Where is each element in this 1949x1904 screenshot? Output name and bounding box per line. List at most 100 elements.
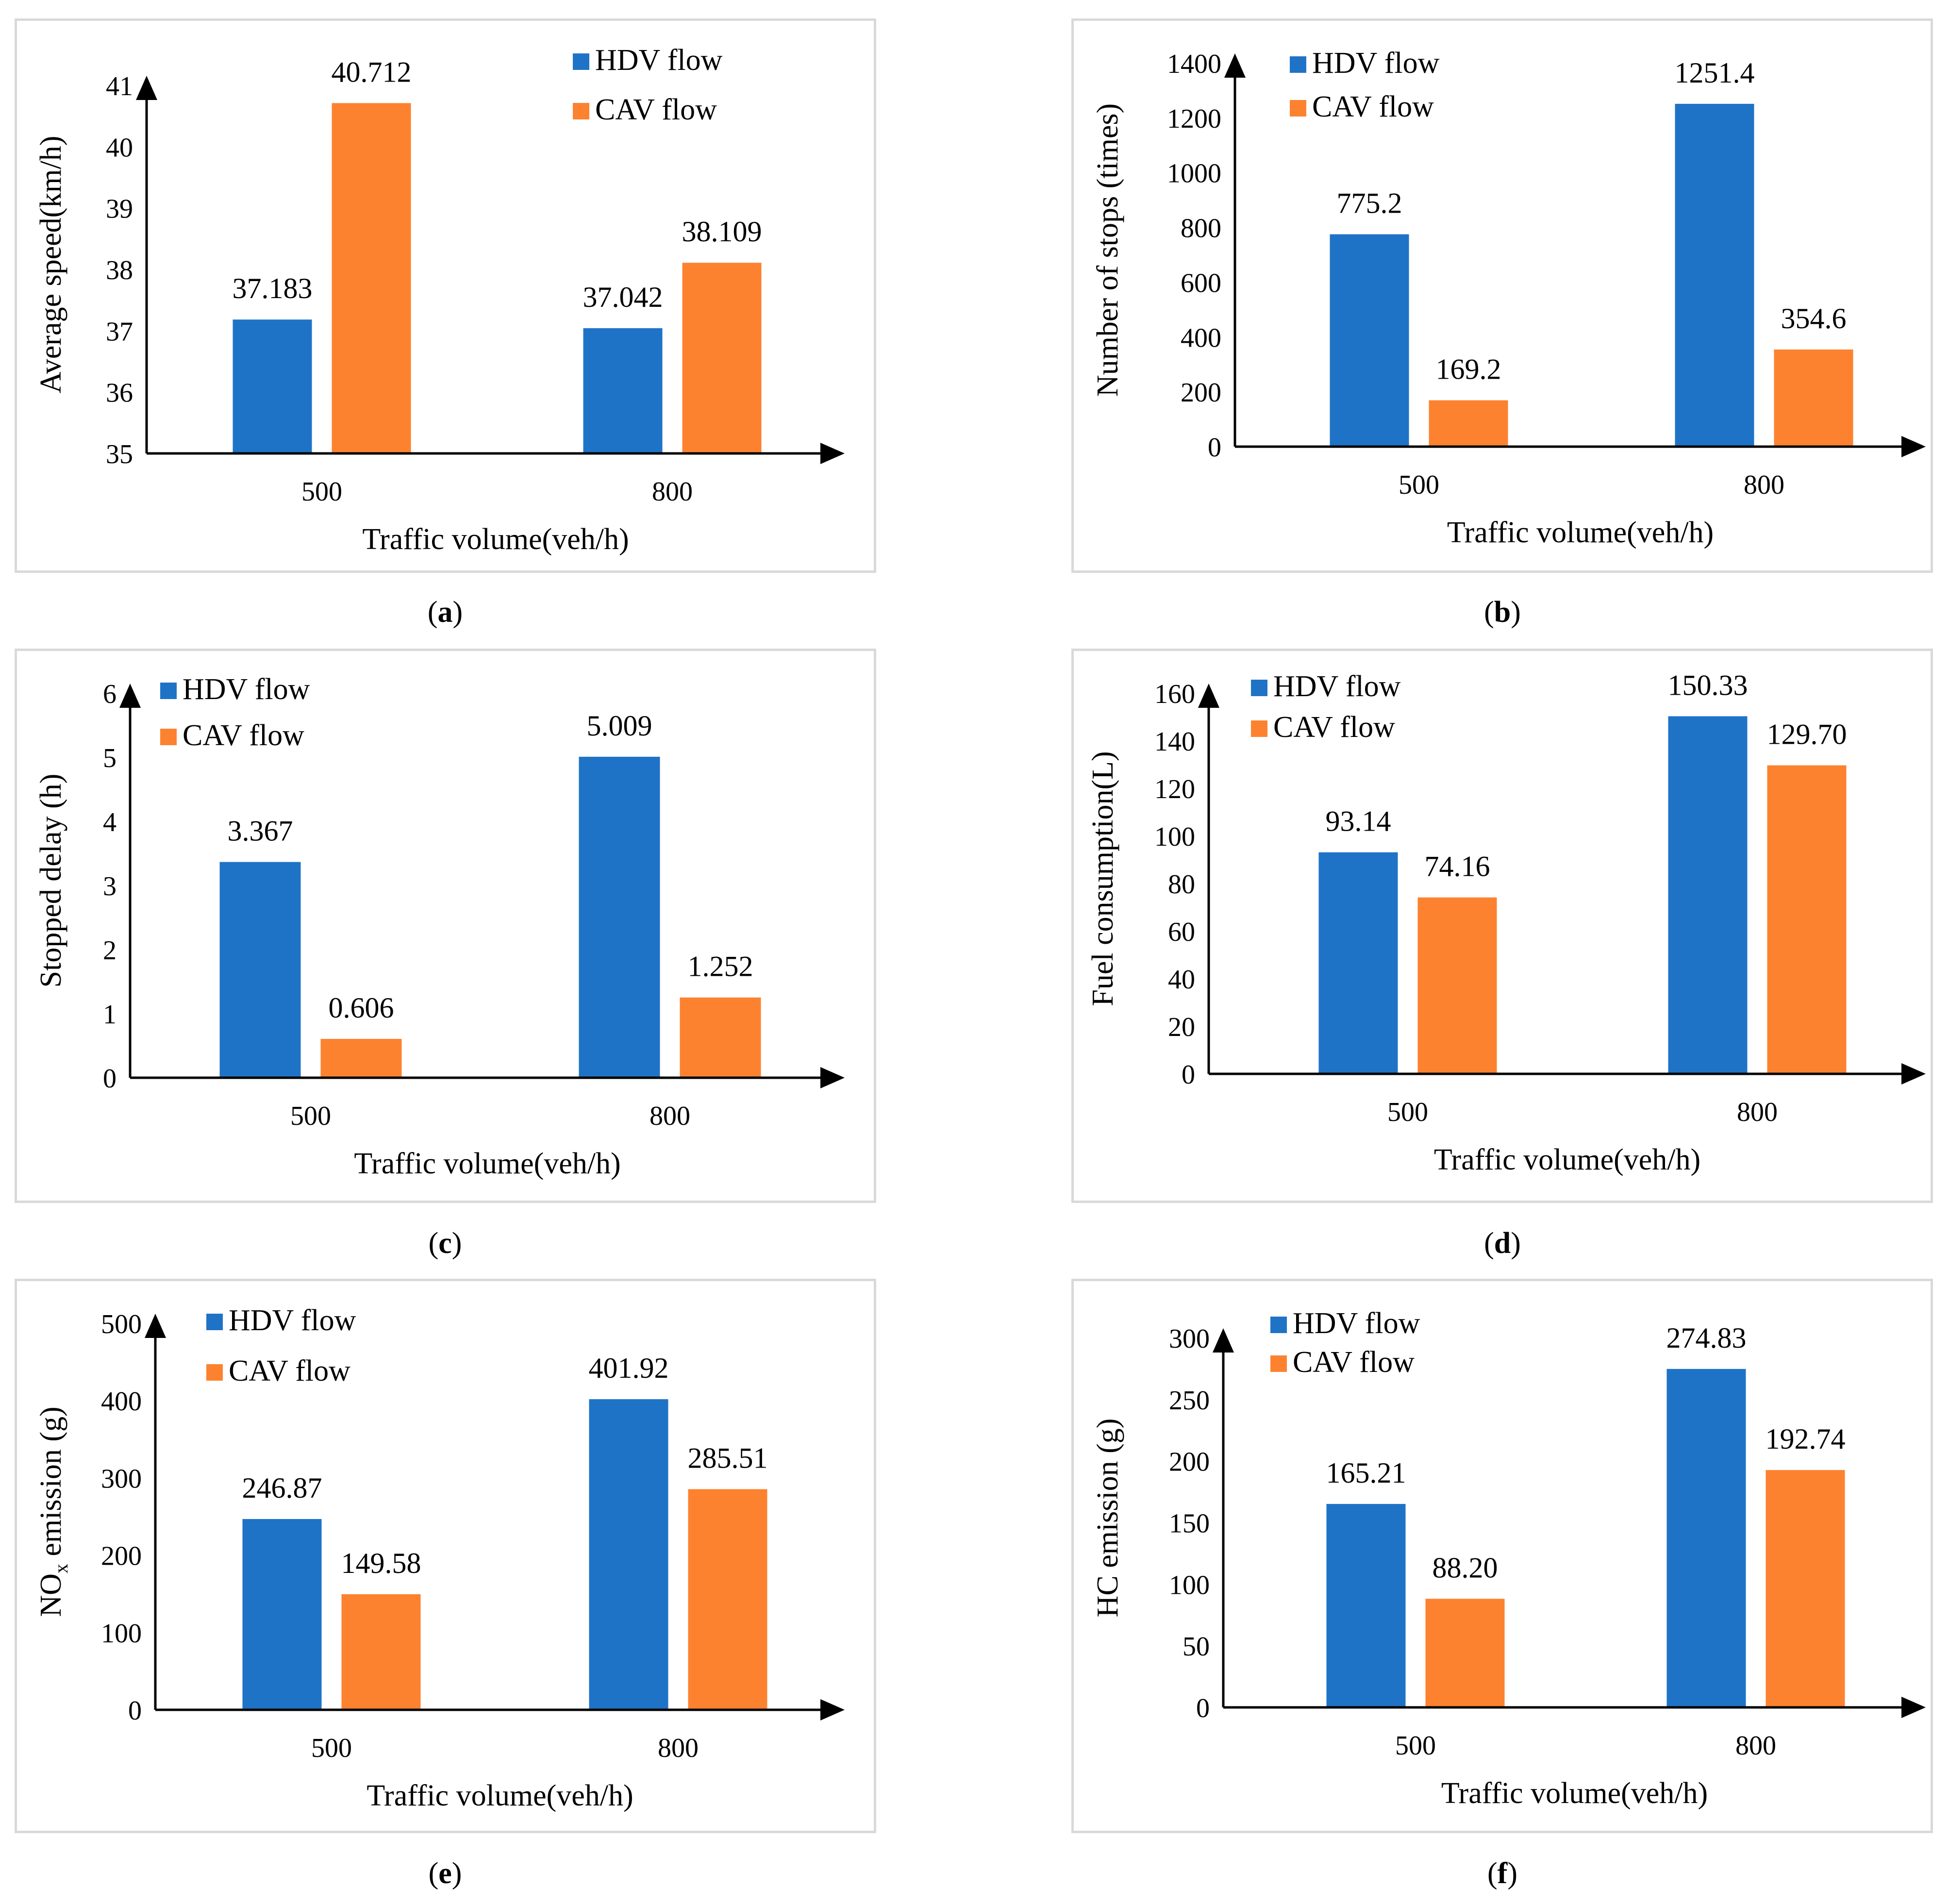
cav-legend-swatch <box>160 729 177 745</box>
legend-label: HDV flow <box>229 1304 356 1337</box>
y-axis-arrow <box>1198 684 1219 708</box>
cav-legend-swatch <box>573 103 589 119</box>
legend-label: CAV flow <box>183 719 304 752</box>
y-tick-label: 1 <box>103 1000 117 1030</box>
y-axis-title: Fuel consumption(L) <box>1086 751 1119 1006</box>
y-tick-label: 160 <box>1154 679 1195 709</box>
x-tick-label: 500 <box>311 1733 352 1763</box>
data-label: 149.58 <box>341 1547 421 1579</box>
data-label: 74.16 <box>1425 851 1490 883</box>
hdv-bar-500 <box>219 862 301 1078</box>
y-tick-label: 80 <box>1168 869 1195 900</box>
hdv-legend-swatch <box>1290 56 1306 73</box>
x-tick-label: 500 <box>301 477 342 507</box>
cav-legend-swatch <box>206 1364 223 1381</box>
hdv-bar-800 <box>589 1399 668 1710</box>
y-tick-label: 200 <box>101 1541 142 1571</box>
x-tick-label: 800 <box>1737 1097 1778 1127</box>
legend-label: HDV flow <box>1312 47 1440 80</box>
panel-frame <box>1071 18 1933 573</box>
y-tick-label: 0 <box>1208 433 1221 463</box>
hdv-legend-swatch <box>1270 1317 1287 1333</box>
hdv-bar-800 <box>1666 1369 1746 1707</box>
cav-bar-800 <box>1767 765 1847 1074</box>
y-axis-title: Stopped delay (h) <box>34 774 67 988</box>
y-tick-label: 0 <box>103 1064 117 1094</box>
y-tick-label: 6 <box>103 679 117 709</box>
cav-bar-500 <box>1425 1599 1505 1707</box>
y-tick-label: 39 <box>106 194 133 224</box>
y-tick-label: 38 <box>106 255 133 285</box>
data-label: 5.009 <box>587 710 652 742</box>
y-axis-title: Average speed(km/h) <box>34 136 67 394</box>
legend-label: HDV flow <box>595 44 723 77</box>
y-tick-label: 1400 <box>1167 49 1221 79</box>
hdv-bar-500 <box>1318 852 1398 1074</box>
x-tick-label: 800 <box>650 1101 690 1131</box>
x-tick-label: 800 <box>658 1733 699 1763</box>
y-tick-label: 100 <box>1154 822 1195 852</box>
chart-svg-c: 0 1 2 3 4 5 6 3.367 5.009 0.606 1.252 500 800 Traffic… <box>34 673 845 1180</box>
caption-d: (d) <box>1484 1227 1521 1260</box>
legend-label: CAV flow <box>1312 90 1434 123</box>
data-label: 169.2 <box>1436 353 1501 385</box>
data-label: 37.042 <box>583 281 663 313</box>
x-axis-arrow <box>820 1067 845 1088</box>
data-label: 150.33 <box>1668 669 1748 701</box>
hdv-bar-800 <box>583 328 663 453</box>
y-tick-label: 0 <box>1182 1060 1195 1090</box>
y-tick-label: 300 <box>1169 1324 1210 1354</box>
data-label: 3.367 <box>228 815 293 847</box>
y-tick-label: 140 <box>1154 727 1195 757</box>
y-axis-title: HC emission (g) <box>1091 1419 1124 1618</box>
legend-label: HDV flow <box>1293 1307 1420 1340</box>
data-label: 0.606 <box>329 992 394 1024</box>
x-axis-arrow <box>1901 436 1926 457</box>
y-tick-label: 60 <box>1168 917 1195 947</box>
legend-label: CAV flow <box>229 1354 350 1387</box>
x-tick-label: 800 <box>652 477 693 507</box>
y-tick-label: 3 <box>103 871 117 902</box>
y-tick-label: 50 <box>1183 1632 1210 1662</box>
x-tick-label: 500 <box>290 1101 331 1131</box>
chart-panel-f: 0 50 100 150 200 250 300 165.21 274.83 88.20 192.7… <box>1071 1279 1933 1833</box>
chart-panel-b: 0 200 400 600 800 1000 1200 1400 775.2 1251.4 169.… <box>1071 18 1933 573</box>
y-tick-label: 600 <box>1181 268 1221 298</box>
cav-bar-500 <box>1429 400 1508 447</box>
y-tick-label: 37 <box>106 317 133 347</box>
y-tick-label: 0 <box>1196 1693 1210 1723</box>
y-tick-label: 300 <box>101 1464 142 1494</box>
data-label: 40.712 <box>332 56 412 88</box>
chart-svg-e: 0 100 200 300 400 500 246.87 401.92 149.58 285.51… <box>34 1304 845 1812</box>
cav-bar-800 <box>688 1489 767 1710</box>
panel-frame <box>15 18 876 573</box>
data-label: 401.92 <box>589 1352 669 1384</box>
chart-panel-c: 0 1 2 3 4 5 6 3.367 5.009 0.606 1.252 500 800 Traffic… <box>15 649 876 1203</box>
x-axis-arrow <box>820 1699 845 1720</box>
cav-legend-swatch <box>1270 1355 1287 1372</box>
hdv-bar-500 <box>233 319 312 453</box>
y-axis-title: NOx emission (g) <box>34 1406 72 1617</box>
y-tick-label: 40 <box>106 133 133 163</box>
hdv-legend-swatch <box>1251 680 1267 696</box>
cav-bar-800 <box>682 263 762 453</box>
chart-panel-e: 0 100 200 300 400 500 246.87 401.92 149.58 285.51… <box>15 1279 876 1833</box>
y-tick-label: 5 <box>103 743 117 773</box>
data-label: 1251.4 <box>1675 57 1755 89</box>
panel-frame <box>15 649 876 1203</box>
y-tick-label: 2 <box>103 935 117 966</box>
y-tick-label: 400 <box>1181 323 1221 353</box>
chart-panel-a: 35 36 37 38 39 40 41 37.183 37.042 40.712 38.109 50… <box>15 18 876 573</box>
cav-bar-500 <box>320 1039 402 1078</box>
x-tick-label: 800 <box>1735 1731 1776 1761</box>
x-axis-arrow <box>1901 1063 1926 1085</box>
data-label: 88.20 <box>1433 1552 1498 1584</box>
data-label: 192.74 <box>1766 1423 1846 1455</box>
hdv-bar-800 <box>1668 716 1748 1074</box>
x-axis-title: Traffic volume(veh/h) <box>366 1779 633 1812</box>
x-axis-arrow <box>1901 1697 1926 1718</box>
y-tick-label: 35 <box>106 439 133 469</box>
cav-bar-800 <box>1766 1470 1845 1707</box>
cav-bar-800 <box>680 997 761 1078</box>
hdv-bar-800 <box>579 756 660 1078</box>
